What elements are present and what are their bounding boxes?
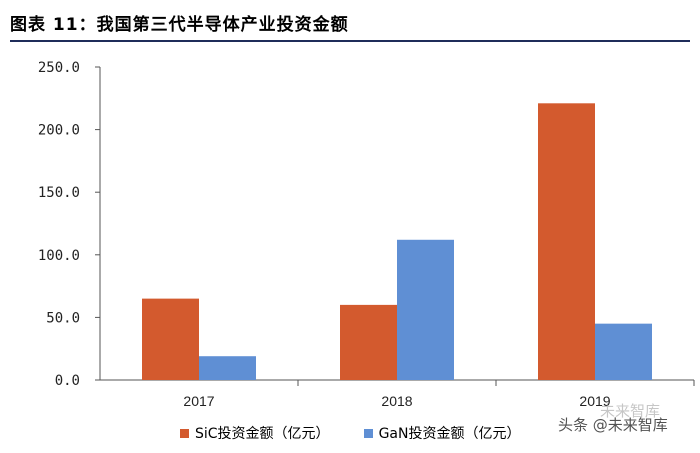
x-tick-label: 2018 (381, 393, 412, 409)
y-tick-label: 150.0 (38, 185, 80, 201)
bar-sic-2017 (142, 298, 199, 380)
page-title: 图表 11：我国第三代半导体产业投资金额 (10, 15, 349, 35)
watermark: 头条 @未来智库 (558, 416, 668, 434)
bar-sic-2019 (538, 103, 595, 381)
bar-gan-2017 (199, 356, 256, 380)
legend-label-sic: SiC投资金额（亿元） (195, 426, 330, 442)
y-tick-label: 100.0 (38, 248, 80, 264)
y-axis: 0.0 50.0 100.0 150.0 200.0 250.0 (38, 60, 101, 389)
bar-group (142, 103, 652, 381)
legend-swatch-sic (180, 428, 189, 438)
title-bar: 图表 11：我国第三代半导体产业投资金额 (10, 12, 690, 42)
legend-item-gan: GaN投资金额（亿元） (363, 423, 521, 443)
bar-sic-2018 (340, 304, 397, 380)
y-tick-label: 250.0 (38, 60, 80, 76)
x-tick-label: 2019 (579, 393, 610, 409)
y-tick-label: 0.0 (55, 373, 80, 389)
legend-item-sic: SiC投资金额（亿元） (180, 423, 330, 443)
y-tick-label: 50.0 (46, 310, 80, 326)
watermark-faded: 未来智库 (600, 402, 661, 420)
y-tick-label: 200.0 (38, 123, 80, 139)
legend: SiC投资金额（亿元） GaN投资金额（亿元） (180, 422, 554, 444)
bar-gan-2018 (397, 239, 454, 380)
bar-gan-2019 (595, 323, 652, 380)
legend-label-gan: GaN投资金额（亿元） (378, 426, 521, 442)
x-tick-label: 2017 (183, 393, 214, 409)
legend-swatch-gan (363, 428, 373, 438)
